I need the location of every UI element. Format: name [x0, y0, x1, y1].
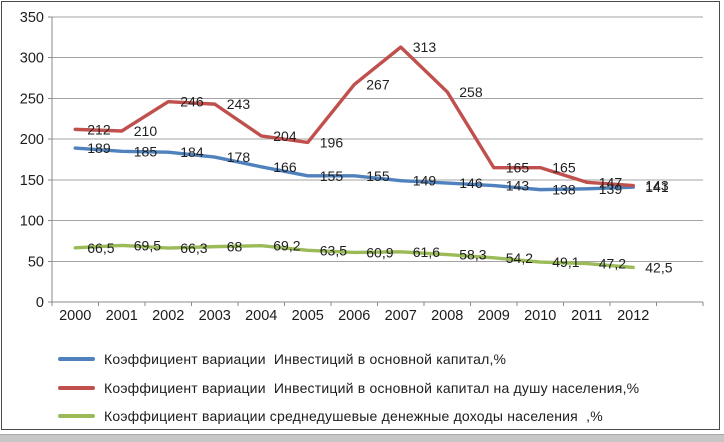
legend-label: Коэффициент вариации Инвестиций в основн… — [104, 379, 640, 396]
series-line-1 — [73, 45, 635, 188]
data-label-s1: 313 — [413, 39, 437, 55]
data-label-s2: 61,6 — [413, 244, 440, 260]
y-tick-label: 50 — [28, 254, 44, 270]
data-label-s1: 212 — [87, 121, 111, 137]
y-tick-label: 100 — [20, 214, 44, 230]
data-label-s1: 147 — [599, 174, 623, 190]
y-tick-label: 350 — [20, 10, 44, 26]
data-label-s1: 165 — [506, 160, 530, 176]
data-label-s2: 49,1 — [552, 254, 579, 270]
data-label-s1: 243 — [227, 96, 251, 112]
gridlines — [52, 16, 703, 262]
data-label-s2: 42,5 — [645, 259, 672, 275]
y-axis-labels: 0 50 100 150 200 250 300 350 — [20, 10, 44, 311]
window-bottom-bar — [0, 434, 724, 442]
y-tick-label: 150 — [20, 173, 44, 189]
data-label-s1: 143 — [645, 178, 669, 194]
y-tick-label: 200 — [20, 132, 44, 148]
chart-legend: Коэффициент вариации Инвестиций в основн… — [58, 345, 639, 431]
x-tick-label: 2009 — [478, 308, 510, 324]
y-tick-label: 300 — [20, 51, 44, 67]
data-label-s0: 143 — [506, 178, 530, 194]
data-label-s0: 155 — [366, 168, 390, 184]
x-tick-label: 2006 — [338, 308, 370, 324]
data-label-s2: 69,2 — [273, 238, 300, 254]
data-label-s1: 210 — [134, 123, 158, 139]
chart-border-frame — [1, 1, 720, 430]
legend-swatch-blue-icon — [58, 357, 95, 362]
legend-swatch-green-icon — [58, 414, 95, 419]
data-label-s2: 66,5 — [87, 240, 114, 256]
data-label-s2: 66,3 — [180, 240, 207, 256]
data-label-s1: 267 — [366, 77, 390, 93]
series-line-2 — [73, 243, 635, 270]
data-label-s1: 258 — [459, 84, 483, 100]
data-label-s2: 63,5 — [320, 242, 347, 258]
data-label-s1: 204 — [273, 128, 297, 144]
legend-item-investments-per-capita: Коэффициент вариации Инвестиций в основн… — [58, 374, 639, 403]
data-label-s2: 60,9 — [366, 244, 393, 260]
x-tick-label: 2005 — [292, 308, 324, 324]
legend-swatch-red-icon — [58, 385, 95, 390]
legend-item-income: Коэффициент вариации среднедушевые денеж… — [58, 402, 639, 431]
x-tick-label: 2008 — [431, 308, 463, 324]
x-tick-label: 2004 — [245, 308, 277, 324]
x-tick-label: 2001 — [106, 308, 138, 324]
data-label-s2: 54,2 — [506, 250, 533, 266]
data-label-s0: 185 — [134, 143, 158, 159]
data-label-s1: 196 — [320, 134, 344, 150]
data-label-s0: 146 — [459, 175, 483, 191]
data-label-s0: 178 — [227, 149, 251, 165]
data-label-s0: 141 — [645, 179, 669, 195]
data-label-s0: 155 — [320, 168, 344, 184]
x-tick-label: 2011 — [571, 308, 602, 324]
x-tick-label: 2003 — [199, 308, 231, 324]
legend-item-investments: Коэффициент вариации Инвестиций в основн… — [58, 345, 639, 374]
x-tick-label: 2010 — [524, 308, 556, 324]
x-tick-label: 2002 — [152, 308, 184, 324]
x-tick-label: 2007 — [385, 308, 417, 324]
data-label-s0: 149 — [413, 173, 437, 189]
data-label-s0: 139 — [599, 181, 623, 197]
data-label-s1: 246 — [180, 94, 204, 110]
y-tick-label: 250 — [20, 91, 44, 107]
data-label-s0: 138 — [552, 182, 576, 198]
data-label-s0: 166 — [273, 159, 297, 175]
data-label-s0: 184 — [180, 144, 204, 160]
legend-label: Коэффициент вариации среднедушевые денеж… — [104, 408, 603, 425]
series-line-0 — [73, 146, 635, 192]
data-label-s1: 165 — [552, 160, 576, 176]
x-tick-label: 2000 — [59, 308, 91, 324]
legend-label: Коэффициент вариации Инвестиций в основн… — [104, 351, 507, 368]
x-tick-label: 2012 — [617, 308, 649, 324]
data-label-s0: 189 — [87, 140, 111, 156]
data-label-s2: 68 — [227, 239, 243, 255]
data-label-s2: 58,3 — [459, 247, 486, 263]
y-tick-label: 0 — [36, 295, 44, 311]
data-label-s2: 69,5 — [134, 237, 161, 253]
axes — [48, 16, 704, 306]
x-axis-labels: 2000 2001 2002 2003 2004 2005 2006 2007 2008 2009… — [59, 308, 649, 324]
data-label-s2: 47,2 — [599, 256, 626, 272]
data-labels: 189 185 184 178 166 155 155 149 146 143 138 139 141 2… — [87, 39, 672, 275]
